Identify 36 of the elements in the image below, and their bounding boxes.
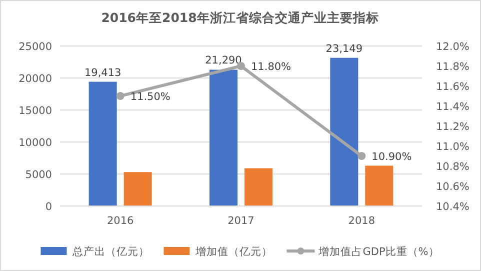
x-tick-label: 2018: [348, 215, 376, 227]
data-label: 23,149: [326, 42, 363, 55]
legend-label: 总产出（亿元）: [72, 245, 150, 258]
y2-tick-label: 10.6%: [436, 181, 470, 193]
data-label: 11.80%: [251, 61, 292, 73]
y2-tick-label: 11.6%: [436, 81, 470, 93]
y-tick-label: 5000: [25, 169, 52, 181]
data-label: 10.90%: [372, 151, 412, 163]
data-label: 19,413: [84, 66, 122, 79]
y2-tick-label: 10.4%: [436, 201, 470, 213]
y-tick-label: 15000: [18, 105, 52, 117]
y-tick-label: 25000: [18, 41, 52, 53]
y-tick-label: 0: [45, 201, 52, 213]
bar: [124, 172, 152, 206]
y2-tick-label: 12.0%: [436, 41, 470, 53]
chart-title: 2016年至2018年浙江省综合交通产业主要指标: [101, 10, 379, 25]
y2-tick-label: 11.4%: [436, 101, 470, 113]
y-tick-label: 20000: [18, 73, 52, 85]
y2-tick-label: 10.8%: [436, 161, 470, 173]
y-tick-label: 10000: [18, 137, 52, 149]
y2-tick-label: 11.8%: [436, 61, 470, 73]
bar: [88, 82, 117, 206]
x-tick-label: 2016: [106, 215, 134, 227]
legend-label: 增加值（亿元）: [194, 245, 273, 258]
x-tick-label: 2017: [228, 215, 254, 227]
y2-tick-label: 11.0%: [436, 141, 470, 153]
bar: [365, 166, 394, 206]
data-label: 11.50%: [130, 91, 170, 103]
data-label: 21,290: [205, 54, 242, 67]
bar: [244, 168, 272, 206]
y2-tick-label: 11.2%: [436, 121, 470, 133]
bar: [330, 58, 358, 206]
point: [358, 152, 366, 160]
bar: [210, 70, 238, 206]
point: [116, 92, 124, 100]
legend-label: 增加值占GDP比重（%）: [318, 245, 440, 258]
